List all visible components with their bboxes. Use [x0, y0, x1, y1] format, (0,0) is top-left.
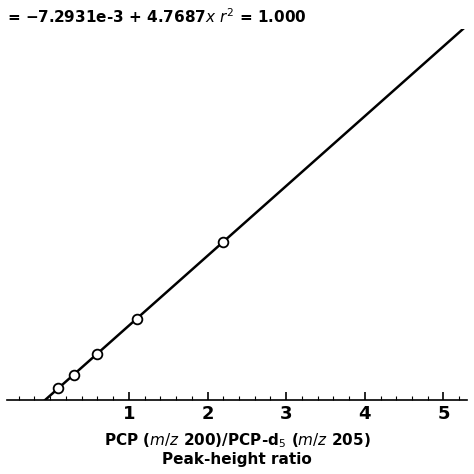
Text: = −7.2931e-3 + 4.7687$x$ $r^2$ = 1.000: = −7.2931e-3 + 4.7687$x$ $r^2$ = 1.000	[7, 7, 307, 26]
X-axis label: PCP ($m/z$ 200)/PCP-d$_5$ ($m/z$ 205)
Peak-height ratio: PCP ($m/z$ 200)/PCP-d$_5$ ($m/z$ 205) Pe…	[104, 431, 370, 467]
